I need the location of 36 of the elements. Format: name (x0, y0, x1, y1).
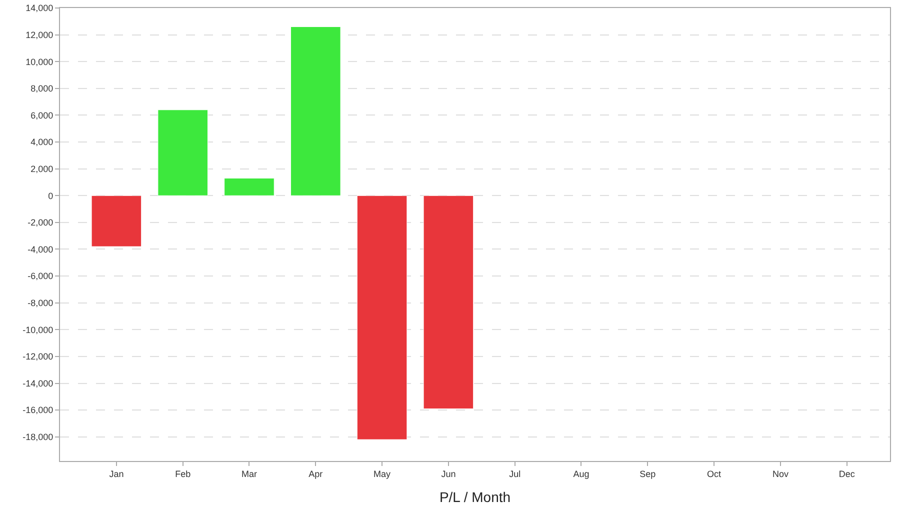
y-tick-label: -18,000 (22, 432, 54, 442)
x-tick-label: May (374, 468, 392, 479)
x-axis-title: P/L / Month (439, 489, 511, 506)
bar (356, 195, 408, 440)
y-tick-label: 4,000 (30, 137, 54, 148)
x-tick-label: Dec (838, 468, 856, 479)
y-tick-label: -8,000 (28, 298, 54, 308)
x-tick-label: Sep (640, 468, 656, 479)
y-tick-label: -12,000 (22, 352, 54, 362)
bar (423, 195, 474, 409)
y-tick-label: 8,000 (30, 84, 54, 94)
y-tick-label: 12,000 (26, 30, 54, 40)
bar (290, 26, 341, 196)
y-tick-label: -4,000 (28, 244, 54, 254)
x-tick-label: Jun (441, 468, 456, 479)
x-tick-label: Mar (241, 468, 257, 479)
y-tick-label: 0 (48, 190, 54, 201)
y-tick-label: 6,000 (30, 110, 54, 120)
bar (224, 178, 274, 196)
x-tick-label: Apr (308, 468, 323, 479)
y-tick-label: -2,000 (28, 218, 54, 228)
x-tick-label: Jul (509, 468, 521, 479)
x-tick-label: Feb (175, 468, 191, 479)
x-tick-label: Aug (573, 468, 590, 479)
x-tick-label: Jan (109, 468, 124, 479)
y-tick-label: 2,000 (30, 164, 54, 174)
y-tick-label: 10,000 (26, 56, 54, 67)
y-tick-label: -14,000 (22, 378, 54, 388)
y-tick-label: -10,000 (22, 324, 54, 335)
bar (158, 110, 208, 196)
x-tick-label: Oct (707, 468, 722, 479)
bar (91, 195, 142, 247)
y-tick-label: -16,000 (22, 405, 54, 416)
y-tick-label: 14,000 (26, 3, 54, 14)
x-tick-label: Nov (772, 468, 789, 479)
y-tick-label: -6,000 (28, 271, 54, 282)
